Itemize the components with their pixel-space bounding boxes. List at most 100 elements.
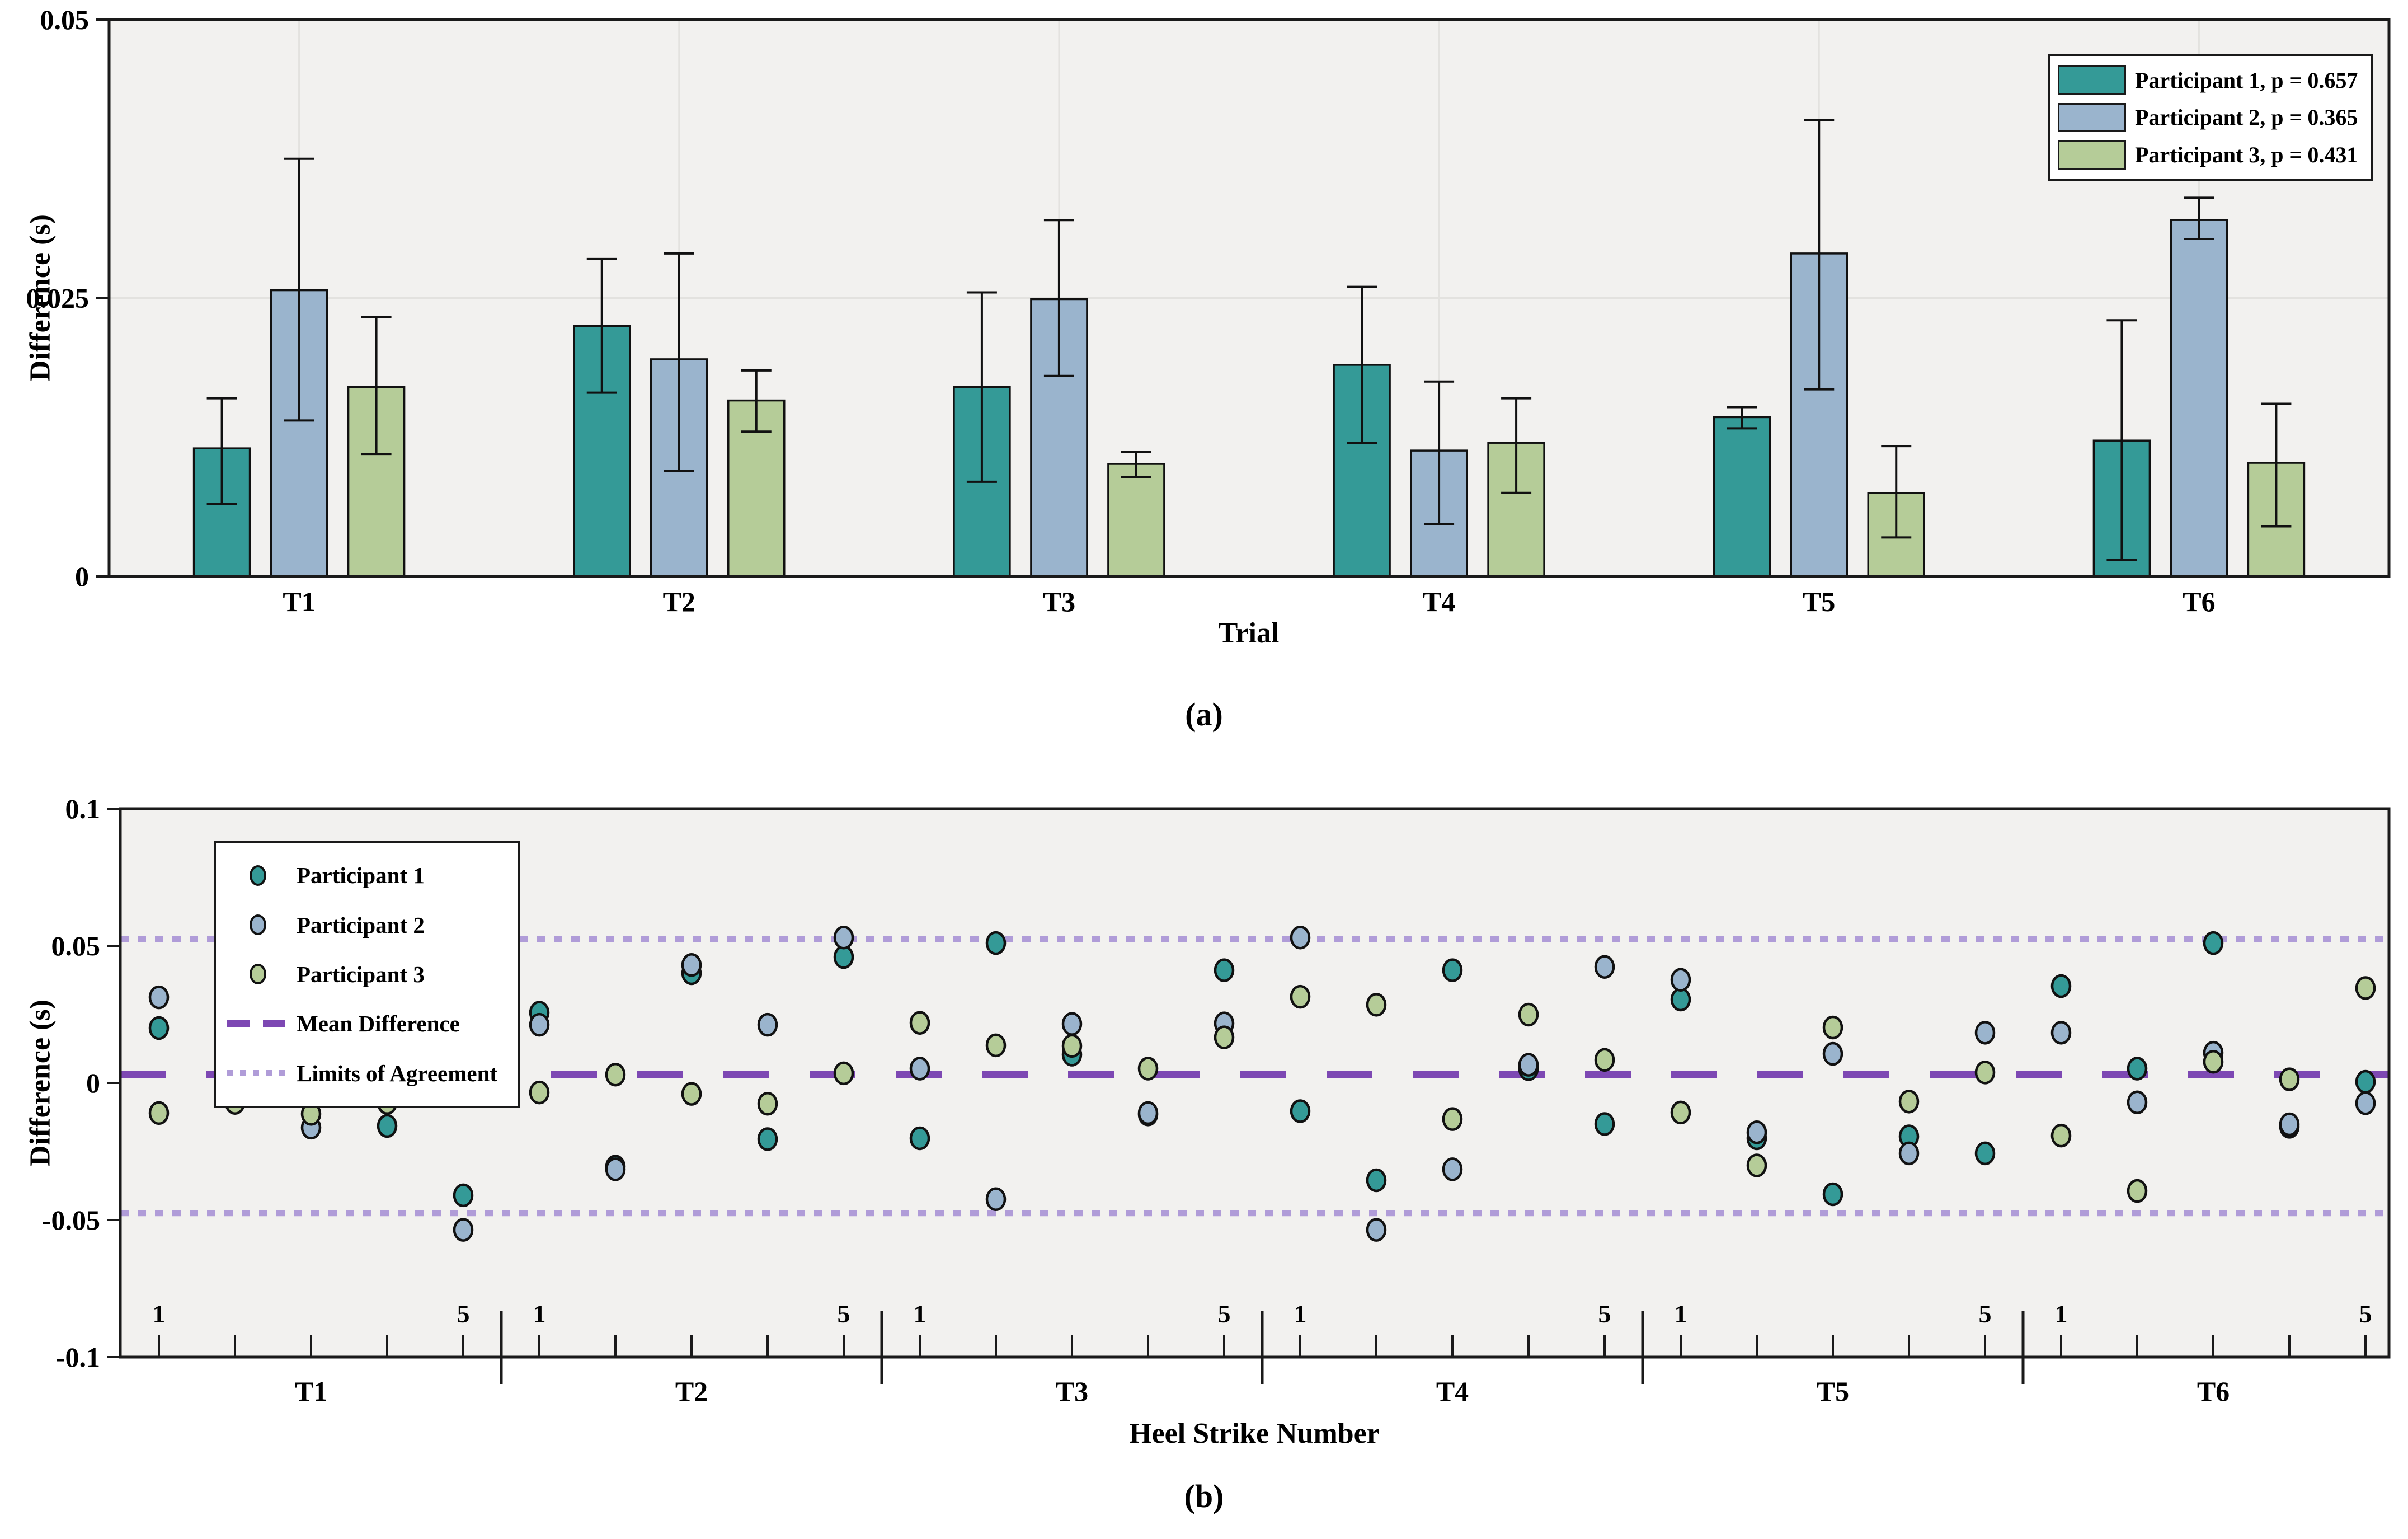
strike-label-first: 1 [914,1299,926,1328]
participant-1-marker-swatch [250,865,266,886]
scatter-point-participant1-strike17 [1366,1168,1387,1193]
panel-b-trial-label-T1: T1 [295,1376,327,1407]
legend-entry-label: Mean Difference [297,1011,460,1037]
scatter-point-participant3-strike15 [1214,1025,1235,1049]
scatter-point-participant1-strike11 [909,1126,930,1151]
limits-of-agreement-line-swatch [227,1070,289,1077]
scatter-point-participant3-strike22 [1746,1153,1767,1177]
participant-3-swatch [2058,140,2126,170]
scatter-point-participant2-strike13 [1061,1012,1083,1036]
participant-1-swatch [2058,65,2126,95]
scatter-point-participant1-strike28 [2203,931,2224,955]
scatter-point-participant3-strike29 [2279,1067,2300,1091]
scatter-point-participant2-strike23 [1822,1041,1843,1066]
scatter-point-participant2-strike27 [2127,1090,2148,1115]
scatter-point-participant1-strike27 [2127,1057,2148,1081]
scatter-point-participant2-strike6 [529,1012,550,1037]
scatter-point-participant1-strike30 [2355,1069,2376,1094]
scatter-point-participant2-strike29 [2279,1112,2300,1137]
bar-participant2-T6 [2170,219,2228,578]
scatter-point-participant1-strike4 [377,1114,398,1138]
scatter-point-participant3-strike19 [1518,1002,1539,1027]
scatter-point-participant3-strike20 [1594,1048,1615,1072]
scatter-point-participant2-strike22 [1746,1120,1767,1144]
legend-entry-label: Participant 1, p = 0.657 [2135,67,2358,93]
panel-b-trial-label-T3: T3 [1056,1376,1088,1407]
panel-a-y-tick-label: 0.05 [40,4,90,35]
participant-2-swatch [2058,102,2126,132]
legend-entry-participant-1: Participant 1, p = 0.657 [2058,65,2363,95]
scatter-point-participant3-strike9 [757,1091,778,1116]
panel-a-y-tick-label: 0 [75,561,89,592]
scatter-point-participant1-strike16 [1290,1099,1311,1123]
scatter-point-participant3-strike1 [148,1101,170,1125]
scatter-point-participant2-strike5 [453,1218,474,1242]
scatter-point-participant3-strike26 [2050,1123,2072,1148]
strike-label-last: 5 [1598,1299,1611,1328]
scatter-point-participant2-strike21 [1670,968,1691,992]
scatter-point-participant3-strike6 [529,1080,550,1105]
scatter-point-participant2-strike19 [1518,1053,1539,1077]
marker-cell [227,964,289,985]
strike-label-last: 5 [1218,1299,1231,1328]
scatter-point-participant2-strike16 [1290,926,1311,950]
scatter-point-participant1-strike23 [1822,1182,1843,1207]
scatter-point-participant1-strike10 [833,945,854,969]
scatter-point-participant3-strike11 [909,1011,930,1035]
scatter-point-participant1-strike25 [1974,1141,1996,1166]
panel-a-legend: Participant 1, p = 0.657 Participant 2, … [2048,54,2373,181]
scatter-point-participant3-strike30 [2355,976,2376,1000]
scatter-point-participant3-strike7 [605,1063,626,1087]
scatter-point-participant2-strike30 [2355,1091,2376,1115]
scatter-point-participant1-strike1 [148,1016,170,1040]
scatter-point-participant2-strike18 [1442,1157,1463,1181]
panel-a-y-tick-label: 0.025 [26,283,90,314]
panel-b-trial-label-T6: T6 [2197,1376,2230,1407]
panel-b-x-axis-label: Heel Strike Number [1129,1418,1380,1449]
panel-a-x-tick-label-T4: T4 [1423,586,1455,617]
panel-b-trial-label-T2: T2 [675,1376,708,1407]
scatter-point-participant3-strike27 [2127,1179,2148,1203]
scatter-point-participant1-strike18 [1442,958,1463,982]
scatter-point-participant2-strike9 [757,1012,778,1037]
bar-participant3-T3 [1107,463,1165,578]
panel-a-x-axis-label: Trial [1218,617,1280,649]
marker-cell [227,865,289,886]
legend-entry-participant-2: Participant 2 [227,912,507,939]
panel-b-y-tick-label: -0.1 [56,1341,100,1373]
panel-a-x-tick-label-T3: T3 [1043,586,1075,617]
scatter-point-participant2-strike14 [1137,1101,1159,1125]
panel-b-y-tick-label: 0 [86,1067,100,1099]
scatter-point-participant3-strike21 [1670,1100,1691,1125]
scatter-point-participant1-strike12 [985,931,1007,955]
mean-difference-line-swatch [227,1020,289,1027]
panel-a-x-tick-label-T1: T1 [283,586,315,617]
strike-label-first: 1 [2055,1299,2068,1328]
legend-entry-label: Participant 3, p = 0.431 [2135,142,2358,168]
scatter-point-participant3-strike23 [1822,1015,1843,1040]
scatter-point-participant1-strike26 [2050,974,2072,998]
legend-entry-label: Limits of Agreement [297,1060,498,1086]
scatter-point-participant2-strike8 [681,953,702,977]
scatter-point-participant3-strike16 [1290,984,1311,1009]
scatter-point-participant2-strike7 [605,1157,626,1181]
scatter-point-participant3-strike14 [1137,1057,1159,1081]
caption-b: (b) [1184,1478,1224,1514]
scatter-point-participant1-strike9 [757,1127,778,1151]
scatter-point-participant1-strike21 [1670,987,1691,1012]
legend-entry-label: Participant 2 [297,912,425,938]
scatter-point-participant1-strike15 [1214,958,1235,982]
panel-b-trial-label-T5: T5 [1817,1376,1849,1407]
scatter-point-participant2-strike11 [909,1057,930,1081]
strike-label-last: 5 [838,1299,850,1328]
bar-participant2-T5 [1790,252,1848,578]
strike-label-first: 1 [533,1299,546,1328]
scatter-point-participant1-strike5 [453,1183,474,1208]
scatter-point-participant3-strike8 [681,1082,702,1106]
strike-label-first: 1 [153,1299,166,1328]
legend-entry-label: Participant 3 [297,961,425,987]
scatter-point-participant2-strike26 [2050,1021,2072,1045]
scatter-point-participant3-strike18 [1442,1107,1463,1131]
scatter-point-participant2-strike12 [985,1187,1007,1212]
